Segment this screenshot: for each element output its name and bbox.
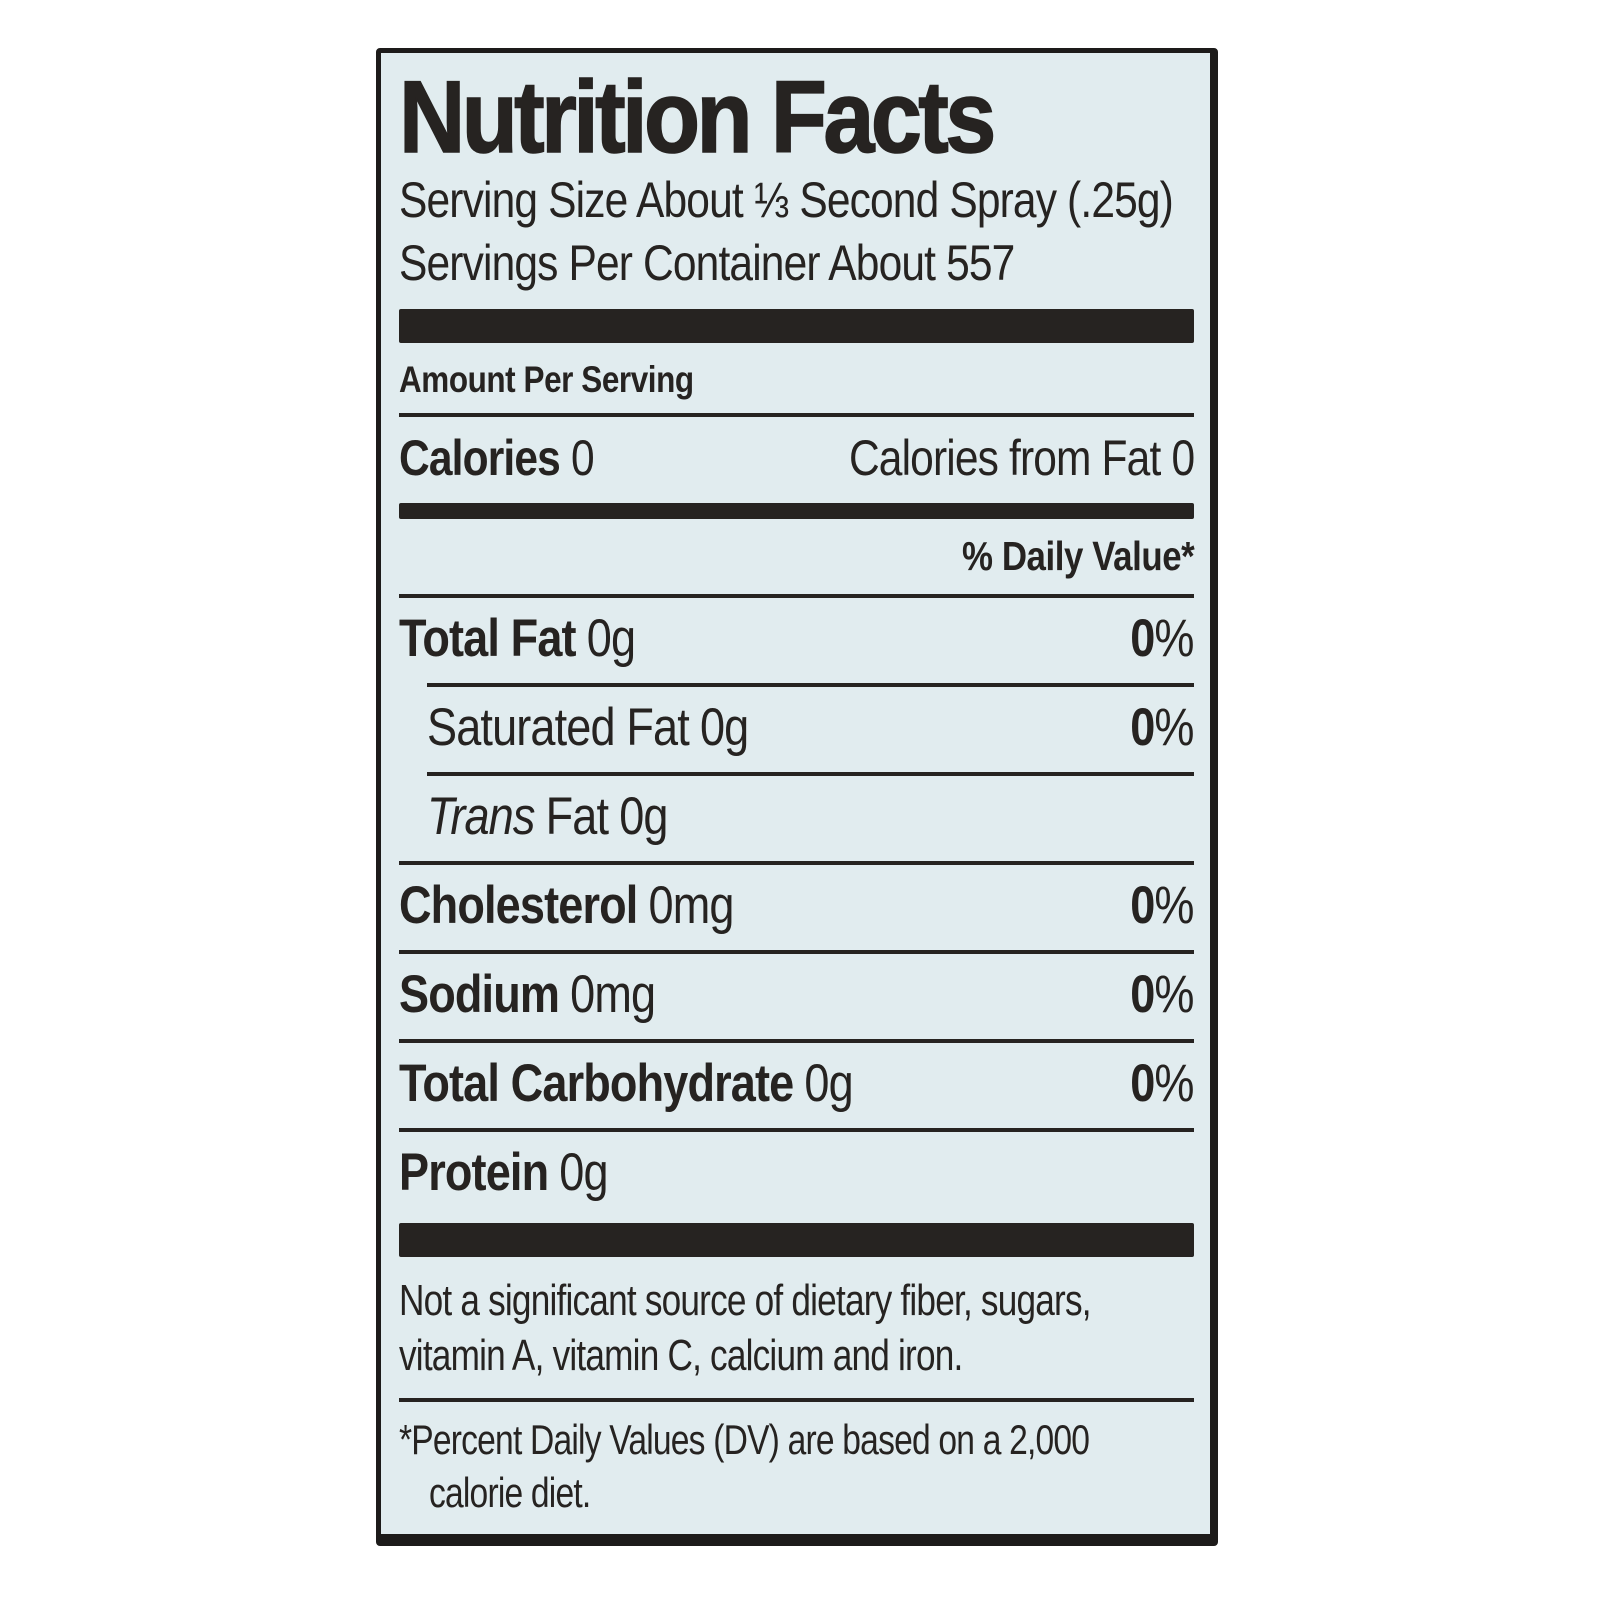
calories-from-fat-label: Calories from Fat <box>848 430 1161 487</box>
nutrient-name: Trans Fat 0g <box>427 787 668 847</box>
calories-label: Calories <box>399 430 561 487</box>
rule <box>399 861 1194 866</box>
rule-inset <box>427 683 1194 688</box>
nutrition-facts-label: Nutrition Facts Serving Size About ⅓ Sec… <box>376 48 1218 1546</box>
calories-value: 0 <box>570 430 595 487</box>
nutrient-row-protein: Protein 0g <box>399 1132 1194 1217</box>
nutrient-row-total-fat: Total Fat 0g 0% <box>399 598 1195 683</box>
nutrient-row-total-carbohydrate: Total Carbohydrate 0g 0% <box>399 1043 1195 1128</box>
nutrient-row-trans-fat: Trans Fat 0g <box>399 776 1194 861</box>
nutrient-row-cholesterol: Cholesterol 0mg 0% <box>399 865 1195 950</box>
nutrient-row-sodium: Sodium 0mg 0% <box>399 954 1195 1039</box>
rule <box>399 1397 1194 1402</box>
nutrient-name: Cholesterol 0mg <box>399 876 734 936</box>
divider-medium <box>399 503 1194 520</box>
nutrient-dv: 0% <box>1130 609 1195 669</box>
footnote-marker: * <box>399 1415 412 1463</box>
calories-row: Calories 0 Calories from Fat 0 <box>399 417 1195 503</box>
calories-from-fat-value: 0 <box>1171 430 1195 487</box>
rule-inset <box>427 772 1194 777</box>
calories-cell: Calories 0 <box>399 429 595 487</box>
servings-per-container-line: Servings Per Container About 557 <box>399 232 1194 295</box>
divider-thick-top <box>399 309 1194 344</box>
daily-value-header: % Daily Value* <box>961 533 1195 580</box>
rule <box>399 950 1194 955</box>
divider-thick-bottom <box>399 1223 1194 1258</box>
nutrient-dv: 0% <box>1130 876 1195 936</box>
footnote-line-1: Percent Daily Values (DV) are based on a… <box>411 1415 1090 1463</box>
rule <box>399 1039 1194 1044</box>
nutrient-dv: 0% <box>1130 698 1195 758</box>
rule <box>399 1128 1194 1133</box>
nutrient-name: Saturated Fat 0g <box>427 698 749 758</box>
serving-size-text: Serving Size About ⅓ Second Spray (.25g) <box>399 172 1174 229</box>
nutrient-dv: 0% <box>1130 965 1195 1025</box>
nutrient-name: Total Carbohydrate 0g <box>399 1054 854 1114</box>
note-line-2: vitamin A, vitamin C, calcium and iron. <box>399 1331 963 1381</box>
nutrient-dv: 0% <box>1130 1054 1195 1114</box>
serving-size-line: Serving Size About ⅓ Second Spray (.25g) <box>399 169 1194 232</box>
calories-from-fat-cell: Calories from Fat 0 <box>848 429 1195 487</box>
nutrient-name: Sodium 0mg <box>399 965 656 1025</box>
rule <box>399 413 1194 418</box>
footnote-line-2: calorie diet. <box>429 1468 591 1516</box>
note-line-1: Not a significant source of dietary fibe… <box>399 1276 1092 1326</box>
servings-per-container-text: Servings Per Container About 557 <box>399 235 1015 292</box>
label-title: Nutrition Facts <box>398 60 997 174</box>
nutrient-name: Protein 0g <box>399 1143 609 1203</box>
not-significant-note: Not a significant source of dietary fibe… <box>399 1257 1194 1398</box>
amount-per-serving-heading: Amount Per Serving <box>399 359 694 401</box>
nutrient-name: Total Fat 0g <box>399 609 636 669</box>
nutrient-row-saturated-fat: Saturated Fat 0g 0% <box>399 687 1195 772</box>
daily-value-footnote: *Percent Daily Values (DV) are based on … <box>399 1402 1194 1520</box>
rule <box>399 594 1194 599</box>
